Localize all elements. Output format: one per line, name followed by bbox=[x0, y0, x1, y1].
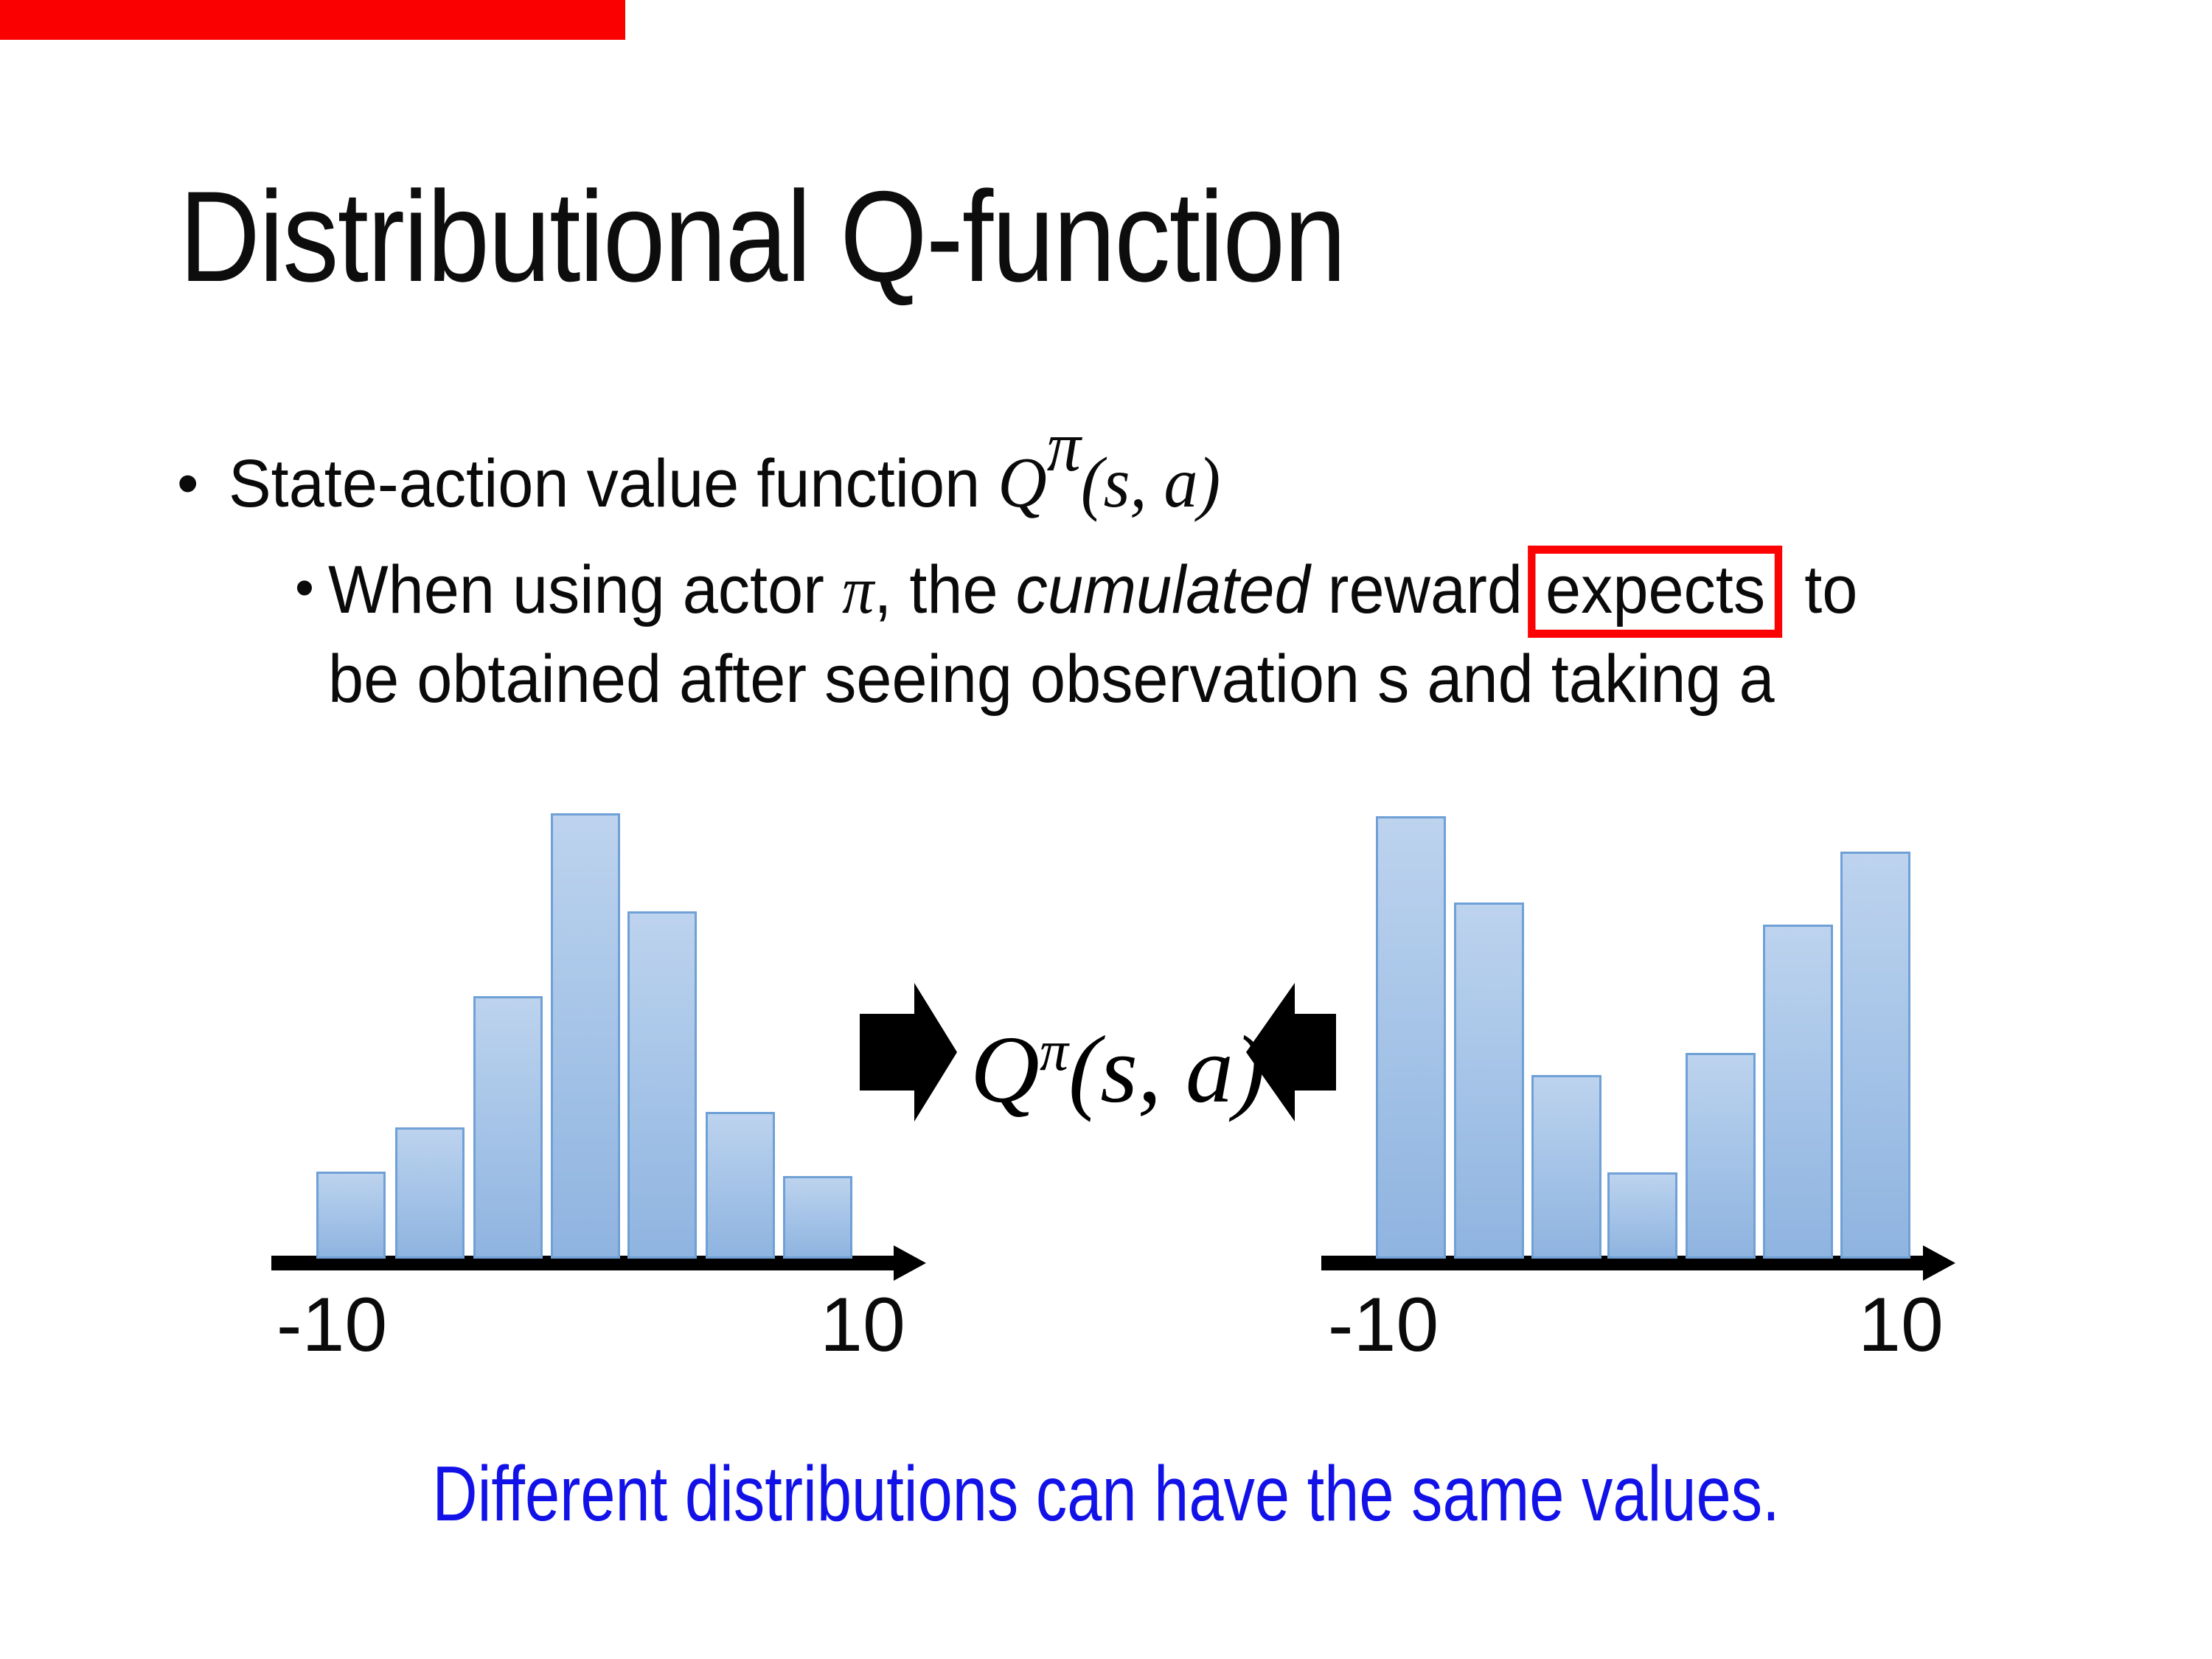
histogram-bar-left-distribution-1 bbox=[395, 1127, 465, 1259]
histogram-bar-right-distribution-3 bbox=[1607, 1172, 1677, 1259]
text-reward: reward bbox=[1310, 552, 1523, 627]
bullet-when-using-text: When using actor π, the cumulated reward… bbox=[328, 546, 1857, 721]
histogram-bar-left-distribution-6 bbox=[783, 1176, 852, 1259]
right-chart-axis-arrowhead-icon bbox=[1923, 1245, 1955, 1281]
math-args: (s, a) bbox=[1080, 443, 1221, 523]
bullet-state-action-text: State-action value function Qπ(s, a) bbox=[229, 411, 1221, 527]
right-chart-tick-min: -10 bbox=[1327, 1282, 1439, 1368]
histogram-bar-right-distribution-6 bbox=[1840, 852, 1910, 1259]
histogram-bar-right-distribution-4 bbox=[1686, 1053, 1756, 1259]
histogram-bar-left-distribution-2 bbox=[473, 996, 543, 1259]
histogram-bar-right-distribution-1 bbox=[1454, 902, 1524, 1259]
histogram-bar-left-distribution-0 bbox=[316, 1172, 386, 1259]
right-chart-x-axis bbox=[1321, 1256, 1924, 1270]
caption-different-distributions: Different distributions can have the sam… bbox=[432, 1450, 1780, 1537]
bullet-state-action-prefix: State-action value function bbox=[229, 446, 998, 521]
histogram-bar-right-distribution-0 bbox=[1376, 816, 1446, 1259]
red-annotation-bar bbox=[0, 0, 625, 40]
q-function-formula: Qπ(s, a) bbox=[970, 995, 1265, 1125]
left-chart-tick-min: -10 bbox=[276, 1282, 388, 1368]
left-chart-tick-max: 10 bbox=[820, 1282, 905, 1368]
text-when-using-actor: When using actor bbox=[328, 552, 842, 627]
histogram-bar-left-distribution-4 bbox=[627, 911, 697, 1259]
text-the: , the bbox=[874, 552, 1016, 627]
math-pi-inline: π bbox=[841, 552, 874, 627]
text-to: to bbox=[1787, 552, 1858, 627]
highlight-expects-box: expects bbox=[1528, 546, 1783, 638]
math-q: Q bbox=[998, 443, 1047, 523]
page-title: Distributional Q-function bbox=[179, 165, 1346, 309]
text-cumulated-italic: cumulated bbox=[1015, 552, 1310, 627]
arrow-right-icon bbox=[860, 983, 957, 1121]
bullet-when-using-line1: When using actor π, the cumulated reward… bbox=[328, 546, 1857, 638]
left-chart-axis-arrowhead-icon bbox=[894, 1245, 926, 1281]
bullet-when-using-line2: be obtained after seeing observation s a… bbox=[328, 641, 1775, 717]
sub-bullet-dot: • bbox=[295, 557, 314, 618]
histogram-bar-left-distribution-3 bbox=[551, 813, 620, 1259]
formula-q: Q bbox=[970, 1016, 1040, 1123]
histogram-bar-right-distribution-5 bbox=[1763, 925, 1833, 1259]
bullet-state-action: • State-action value function Qπ(s, a) bbox=[177, 411, 1284, 527]
right-chart-tick-max: 10 bbox=[1858, 1282, 1944, 1368]
left-chart-x-axis bbox=[271, 1256, 895, 1270]
formula-args: (s, a) bbox=[1068, 1016, 1266, 1123]
formula-pi-superscript: π bbox=[1039, 1018, 1068, 1082]
histogram-bar-right-distribution-2 bbox=[1531, 1075, 1601, 1259]
math-pi-superscript: π bbox=[1046, 407, 1081, 487]
bullet-when-using: • When using actor π, the cumulated rewa… bbox=[295, 546, 1955, 721]
bullet-dot: • bbox=[177, 448, 199, 518]
histogram-bar-left-distribution-5 bbox=[706, 1112, 775, 1259]
